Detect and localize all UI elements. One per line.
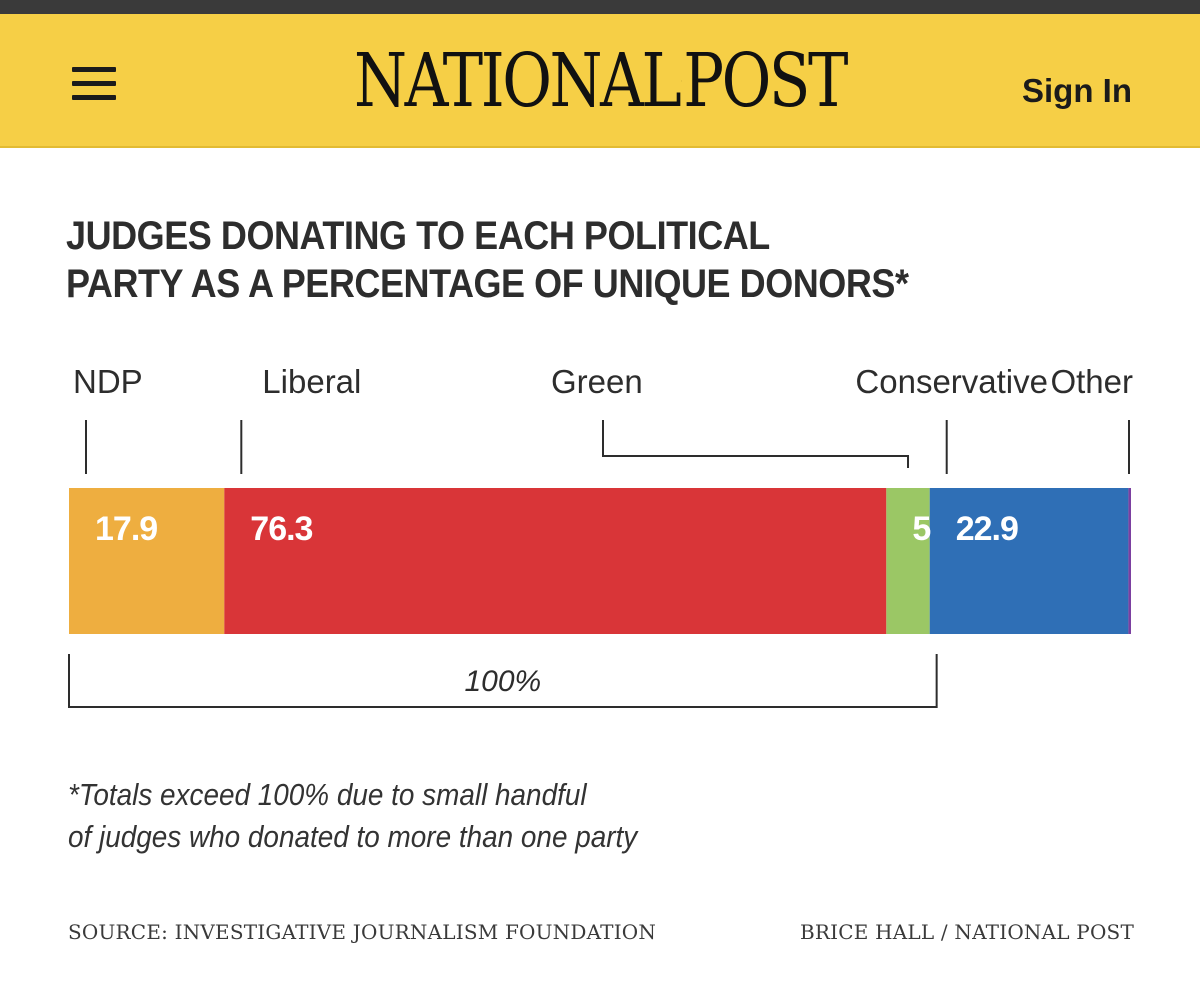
bar-segment-green [886, 488, 930, 634]
bar-segment-other [1128, 488, 1131, 634]
total-bracket [68, 654, 938, 708]
top-strip [0, 0, 1200, 14]
site-logo[interactable]: NATIONAL POST [354, 36, 848, 126]
maple-leaf-icon [680, 80, 682, 82]
bar-value-label-conservative: 22.9 [956, 510, 1018, 548]
chart-title-line-1: JUDGES DONATING TO EACH POLITICAL [66, 214, 770, 258]
bar-value-label-green: 5 [912, 510, 930, 548]
bar-value-label-liberal: 76.3 [250, 510, 312, 548]
category-label-liberal: Liberal [262, 363, 361, 400]
category-label-other: Other [1050, 363, 1133, 400]
logo-text-post: POST [683, 38, 848, 124]
bar-segment-liberal [224, 488, 887, 634]
category-label-green: Green [551, 363, 643, 400]
footnote-line-1: *Totals exceed 100% due to small handful [68, 777, 587, 812]
category-label-ndp: NDP [73, 363, 143, 400]
chart-title-line-2: PARTY AS A PERCENTAGE OF UNIQUE DONORS* [66, 262, 909, 306]
logo-text-national: NATIONAL [354, 38, 682, 124]
chart-footnote: *Totals exceed 100% due to small handful… [68, 774, 788, 858]
leader-line-green [602, 420, 910, 468]
chart-credit: BRICE HALL / NATIONAL POST [800, 920, 1134, 944]
bar-value-label-ndp: 17.9 [95, 510, 157, 548]
site-header: NATIONAL POST Sign In [0, 14, 1200, 148]
chart-source: SOURCE: INVESTIGATIVE JOURNALISM FOUNDAT… [68, 920, 657, 944]
footnote-line-2: of judges who donated to more than one p… [68, 819, 638, 854]
category-label-conservative: Conservative [855, 363, 1048, 400]
bar-segment-ndp [69, 488, 225, 634]
hamburger-menu-icon[interactable] [70, 64, 120, 104]
chart-title: JUDGES DONATING TO EACH POLITICAL PARTY … [66, 212, 966, 308]
total-bracket-label: 100% [464, 665, 541, 698]
bar-segment-conservative [929, 488, 1129, 634]
sign-in-button[interactable]: Sign In [1022, 72, 1132, 109]
